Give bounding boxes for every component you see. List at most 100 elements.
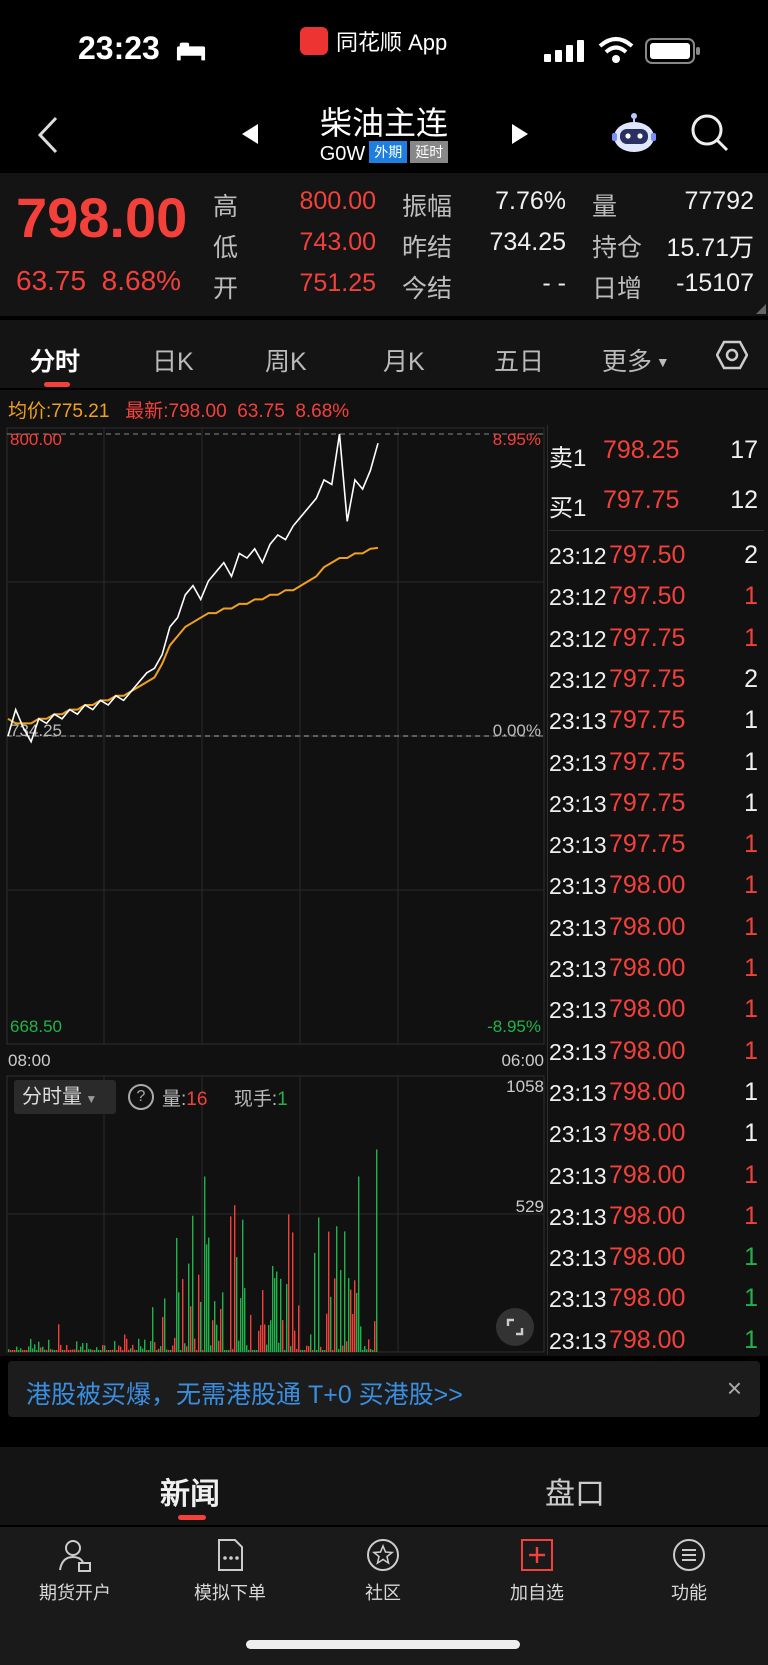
ai-assistant-icon[interactable] — [610, 111, 658, 155]
volume-bar — [168, 1350, 170, 1352]
toolbar-community[interactable]: 社区 — [328, 1537, 438, 1605]
tick-row: 23:13 798.00 1 — [549, 1320, 764, 1361]
intraday-chart[interactable]: 800.00 734.25 668.50 8.95% 0.00% -8.95% … — [0, 420, 768, 1360]
back-icon[interactable] — [36, 115, 60, 155]
volume-bar — [78, 1350, 80, 1352]
tab-intraday[interactable]: 分时 — [30, 348, 81, 376]
tick-volume: 1 — [744, 1325, 758, 1354]
tab-more[interactable]: 更多 ▼ — [602, 342, 670, 378]
fullscreen-button[interactable] — [496, 1308, 534, 1346]
tick-row: 23:13 798.00 1 — [549, 1072, 764, 1113]
home-indicator[interactable] — [246, 1640, 520, 1649]
toolbar-simulated-order[interactable]: 模拟下单 — [175, 1537, 285, 1605]
tick-price: 798.00 — [609, 1243, 686, 1272]
volume-bar — [364, 1346, 366, 1352]
tick-price: 798.00 — [609, 954, 686, 982]
volume-bar — [154, 1342, 156, 1352]
tick-time: 23:12 — [549, 543, 607, 569]
tick-price: 798.00 — [609, 1325, 686, 1354]
volume-bar — [338, 1349, 340, 1352]
tick-time: 23:13 — [549, 997, 607, 1024]
expand-corner-icon[interactable] — [756, 304, 766, 314]
settle-label: 今结 — [402, 275, 453, 303]
tick-price: 797.75 — [609, 788, 686, 817]
volume-axis-mid: 529 — [516, 1197, 544, 1216]
toolbar-label: 期货开户 — [39, 1583, 111, 1603]
tick-row: 23:13 798.00 1 — [549, 1113, 764, 1154]
close-icon[interactable]: × — [726, 1373, 742, 1403]
toolbar-label: 加自选 — [510, 1583, 564, 1603]
volume-bar — [356, 1292, 358, 1352]
avg-label: 均价: — [8, 401, 52, 422]
price-line — [7, 433, 379, 744]
tick-time: 23:13 — [549, 832, 607, 859]
volume-bar — [286, 1284, 288, 1352]
volume-bar — [214, 1301, 216, 1352]
toolbar-add-watchlist[interactable]: 加自选 — [482, 1537, 592, 1605]
tab-daily-k[interactable]: 日K — [152, 348, 194, 376]
add-icon — [521, 1539, 553, 1571]
volume-bar — [298, 1305, 300, 1352]
last-price: 798.00 — [16, 186, 188, 249]
toolbar-functions[interactable]: 功能 — [634, 1537, 744, 1605]
open-interest-value: 15.71万 — [666, 234, 754, 262]
tick-row: 23:13 798.00 1 — [549, 1196, 764, 1237]
tick-row: 23:12 797.75 2 — [549, 659, 764, 700]
tab-news[interactable]: 新闻 — [160, 1478, 220, 1511]
volume-bar — [350, 1289, 352, 1352]
open-interest-label: 持仓 — [592, 234, 643, 262]
volume-bar — [16, 1346, 18, 1352]
time-axis-end: 06:00 — [501, 1051, 544, 1070]
next-contract-icon[interactable] — [510, 122, 530, 146]
volume-bar — [126, 1338, 128, 1352]
volume-bar — [246, 1345, 248, 1352]
volume-bar — [194, 1338, 196, 1352]
prev-contract-icon[interactable] — [240, 122, 260, 146]
tab-pankou[interactable]: 盘口 — [545, 1478, 605, 1511]
volume-bar — [242, 1219, 244, 1352]
status-bar: 23:23 同花顺 App — [0, 0, 768, 95]
volume-bar — [288, 1214, 290, 1352]
volume-bar — [54, 1350, 56, 1352]
caret-down-icon: ▼ — [652, 354, 670, 370]
avg-value: 775.21 — [51, 401, 110, 422]
help-icon[interactable]: ? — [128, 1084, 154, 1110]
bid-row: 买1 797.75 12 — [549, 480, 764, 522]
volume-bar — [354, 1280, 356, 1352]
tick-time: 23:13 — [549, 790, 607, 817]
tick-volume: 1 — [744, 1077, 758, 1106]
volume-readout-label: 量: — [162, 1089, 187, 1110]
toolbar-futures-account[interactable]: 期货开户 — [20, 1537, 130, 1605]
tab-weekly-k[interactable]: 周K — [265, 348, 307, 376]
return-to-app[interactable]: 同花顺 App — [300, 24, 447, 58]
volume-bar — [262, 1290, 264, 1352]
tab-monthly-k[interactable]: 月K — [383, 348, 425, 376]
volume-bar — [172, 1345, 174, 1352]
promo-banner[interactable]: 港股被买爆，无需港股通 T+0 买港股>> × — [8, 1361, 760, 1417]
toolbar-label: 功能 — [671, 1583, 707, 1603]
app-logo-icon — [300, 27, 328, 55]
volume-bar — [310, 1334, 312, 1352]
chart-settings-icon[interactable] — [716, 340, 748, 370]
tick-volume: 2 — [744, 664, 758, 693]
volume-bar — [254, 1349, 256, 1352]
tick-time: 23:13 — [549, 1286, 607, 1313]
bid-label: 买1 — [549, 495, 587, 522]
volume-bar — [312, 1350, 314, 1352]
ask-volume: 17 — [730, 436, 758, 464]
volume-label: 量 — [592, 193, 618, 221]
tick-row: 23:13 798.00 1 — [549, 865, 764, 906]
search-icon[interactable] — [690, 113, 730, 153]
volume-bar — [302, 1350, 304, 1352]
tab-five-day[interactable]: 五日 — [494, 348, 545, 376]
volume-bar — [236, 1257, 238, 1352]
volume-bar — [294, 1330, 296, 1352]
volume-bar — [102, 1345, 104, 1352]
volume-bar — [152, 1307, 154, 1352]
volume-bar — [360, 1326, 362, 1352]
tick-volume: 1 — [744, 912, 758, 941]
volume-bar — [362, 1349, 364, 1352]
tick-time: 23:12 — [549, 625, 607, 652]
volume-indicator-selector[interactable]: 分时量 ▼ — [14, 1080, 116, 1114]
volume-bar — [240, 1298, 242, 1352]
